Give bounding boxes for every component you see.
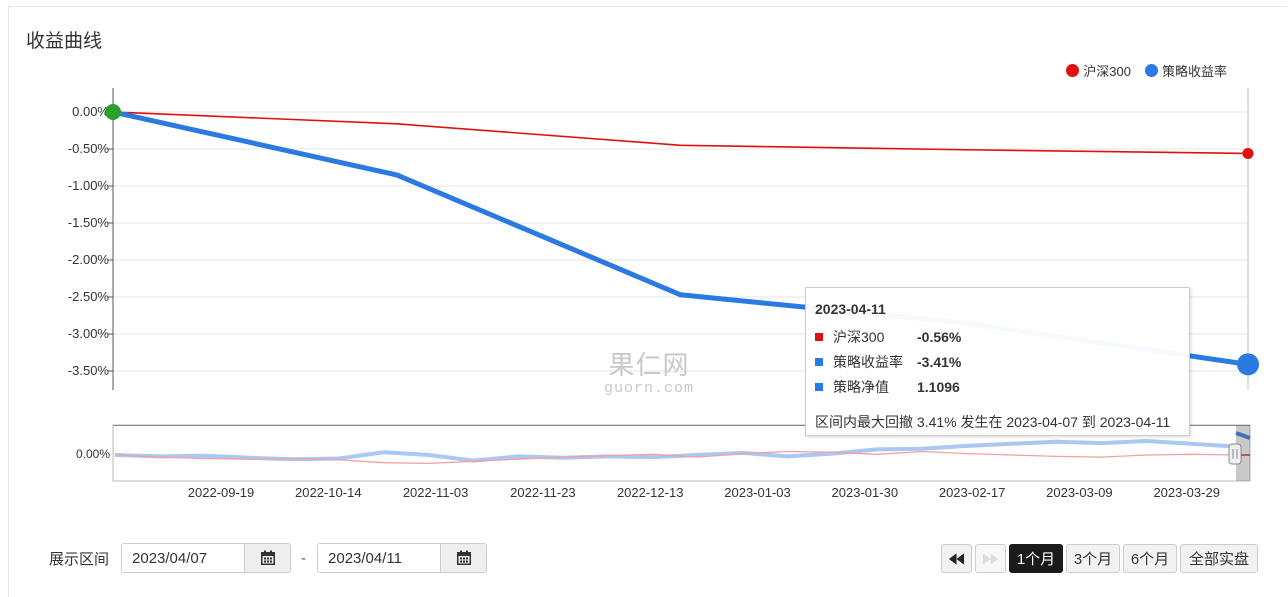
date-range: 展示区间 - bbox=[49, 543, 488, 573]
y-tick-label: -1.50% bbox=[68, 215, 110, 230]
x-date-label: 2022-10-14 bbox=[295, 485, 362, 500]
watermark-en: guorn.com bbox=[604, 380, 695, 397]
legend-item-strategy[interactable]: 策略收益率 bbox=[1144, 61, 1227, 80]
x-date-label: 2022-11-03 bbox=[403, 485, 469, 500]
tooltip-row-strategy: 策略收益率 -3.41% bbox=[815, 352, 961, 372]
y-tick-label: -3.00% bbox=[68, 326, 110, 341]
tooltip-label: 策略收益率 bbox=[833, 354, 903, 370]
period-3m-button[interactable]: 3个月 bbox=[1066, 544, 1120, 573]
y-tick-label: 0.00% bbox=[72, 104, 109, 119]
calendar-icon bbox=[456, 550, 471, 565]
end-point-hs300 bbox=[1242, 147, 1254, 159]
legend-label-strategy: 策略收益率 bbox=[1161, 64, 1227, 79]
last-page-button[interactable] bbox=[975, 544, 1006, 573]
tooltip-marker-hs300 bbox=[815, 333, 823, 341]
legend-item-hs300[interactable]: 沪深300 bbox=[1066, 61, 1131, 80]
navigator[interactable]: 0.00% 2022-09-19 2022-10-14 2022-11-03 2022… bbox=[0, 0, 1288, 515]
tooltip-marker-nav bbox=[815, 383, 823, 391]
tooltip-row-hs300: 沪深300 -0.56% bbox=[815, 327, 961, 347]
y-tick-label: -0.50% bbox=[68, 141, 110, 156]
navigator-series-hs300 bbox=[114, 450, 1237, 465]
period-6m-button[interactable]: 6个月 bbox=[1123, 544, 1177, 573]
watermark: 果仁网 guorn.com bbox=[604, 345, 694, 397]
range-separator: - bbox=[301, 549, 307, 567]
start-calendar-button[interactable] bbox=[244, 544, 291, 572]
x-date-label: 2022-12-13 bbox=[617, 485, 684, 500]
series-line-hs300 bbox=[112, 111, 1249, 155]
y-tick-label: -3.50% bbox=[68, 363, 110, 378]
tooltip-date: 2023-04-11 bbox=[815, 301, 886, 317]
range-label: 展示区间 bbox=[49, 550, 110, 568]
x-date-label: 2022-11-23 bbox=[510, 485, 576, 500]
legend: 沪深300 策略收益率 bbox=[1066, 61, 1227, 80]
x-date-label: 2023-01-30 bbox=[832, 485, 899, 500]
period-1m-button[interactable]: 1个月 bbox=[1009, 544, 1063, 573]
end-date-input[interactable] bbox=[318, 544, 441, 572]
watermark-cn: 果仁网 bbox=[608, 351, 690, 380]
navigator-current-strategy bbox=[1235, 431, 1251, 440]
legend-marker-hs300 bbox=[1066, 64, 1080, 77]
end-date-picker bbox=[317, 543, 488, 573]
tooltip-value: 1.1096 bbox=[917, 379, 960, 395]
y-tick-label: -2.00% bbox=[68, 252, 110, 267]
start-date-input[interactable] bbox=[122, 544, 245, 572]
x-date-label: 2023-03-29 bbox=[1153, 485, 1220, 500]
x-date-label: 2023-02-17 bbox=[939, 485, 1006, 500]
chart-title: 收益曲线 bbox=[26, 31, 103, 52]
tooltip-marker-strategy bbox=[815, 358, 823, 366]
navigator-series-strategy bbox=[114, 439, 1237, 463]
calendar-icon bbox=[260, 550, 275, 565]
tooltip-row-nav: 策略净值 1.1096 bbox=[815, 377, 960, 397]
double-right-arrow-icon bbox=[982, 552, 999, 565]
tooltip-label: 沪深300 bbox=[833, 329, 885, 345]
tooltip: 2023-04-11 沪深300 -0.56% 策略收益率 -3.41% 策略净… bbox=[805, 287, 1190, 436]
legend-label-hs300: 沪深300 bbox=[1083, 64, 1131, 79]
x-date-label: 2023-01-03 bbox=[724, 485, 791, 500]
end-calendar-button[interactable] bbox=[440, 544, 487, 572]
start-point-marker bbox=[105, 104, 121, 120]
legend-marker-strategy bbox=[1144, 64, 1158, 77]
panel-frame bbox=[8, 6, 1287, 597]
y-tick-label: -1.00% bbox=[68, 178, 110, 193]
tooltip-value: -0.56% bbox=[917, 329, 962, 345]
navigator-selected-range[interactable] bbox=[1236, 425, 1250, 481]
period-all-button[interactable]: 全部实盘 bbox=[1180, 544, 1258, 573]
tooltip-label: 策略净值 bbox=[833, 379, 889, 395]
navigator-y-label: 0.00% bbox=[76, 447, 110, 461]
double-left-arrow-icon bbox=[948, 552, 965, 565]
navigator-handle[interactable] bbox=[1228, 443, 1242, 465]
tooltip-value: -3.41% bbox=[917, 354, 962, 370]
tooltip-drawdown: 区间内最大回撤 3.41% 发生在 2023-04-07 到 2023-04-1… bbox=[815, 414, 1171, 430]
x-date-label: 2023-03-09 bbox=[1046, 485, 1113, 500]
first-page-button[interactable] bbox=[941, 544, 972, 573]
period-buttons: 1个月 3个月 6个月 全部实盘 bbox=[941, 544, 1258, 573]
x-date-label: 2022-09-19 bbox=[188, 485, 255, 500]
end-point-strategy bbox=[1237, 353, 1259, 376]
start-date-picker bbox=[121, 543, 292, 573]
y-tick-label: -2.50% bbox=[68, 289, 110, 304]
